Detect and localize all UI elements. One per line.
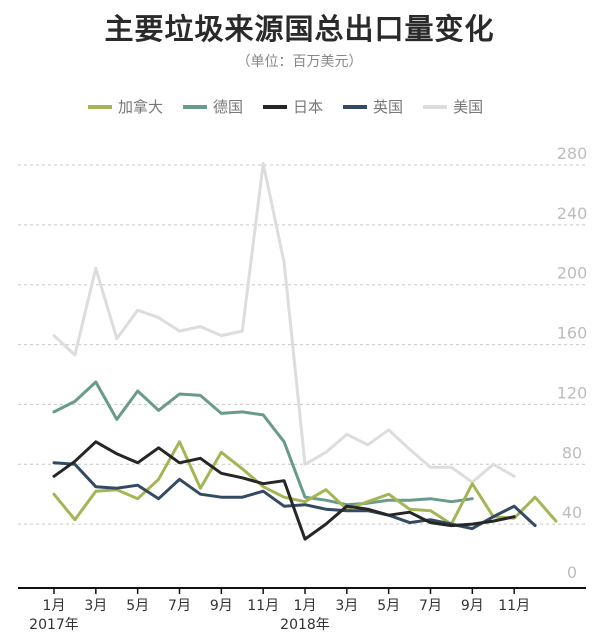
legend-label-canada: 加拿大 xyxy=(118,98,164,116)
legend-swatch-uk xyxy=(343,104,368,109)
y-tick-label: 240 xyxy=(557,204,588,223)
legend-label-uk: 英国 xyxy=(373,98,404,116)
x-tick-label: 9月 xyxy=(210,598,233,614)
x-tick-label: 11月 xyxy=(498,598,530,614)
series-line-japan xyxy=(52,440,516,541)
legend-label-usa: 美国 xyxy=(453,98,484,116)
legend-item-canada: 加拿大 xyxy=(88,96,163,117)
legend-swatch-canada xyxy=(88,104,112,109)
y-tick-label: 0 xyxy=(567,563,577,582)
chart-subtitle: （单位：百万美元） xyxy=(236,54,363,70)
y-tick-label: 80 xyxy=(562,443,582,462)
y-tick-label: 160 xyxy=(557,324,588,343)
year-label: 2018年 xyxy=(280,617,330,633)
legend-swatch-japan xyxy=(263,104,288,109)
legend-item-uk: 英国 xyxy=(343,96,403,117)
x-tick-label: 7月 xyxy=(419,598,442,614)
legend-swatch-usa xyxy=(423,104,448,109)
x-tick-label: 11月 xyxy=(247,598,279,614)
x-tick-label: 9月 xyxy=(461,598,484,614)
chart-title: 主要垃圾来源国总出口量变化 xyxy=(104,12,495,46)
legend-item-usa: 美国 xyxy=(423,96,483,117)
legend-item-germany: 德国 xyxy=(183,96,243,117)
x-tick-label: 1月 xyxy=(43,598,66,614)
y-tick-label: 40 xyxy=(562,503,582,522)
x-tick-label: 5月 xyxy=(126,598,149,614)
legend: 加拿大 德国 日本 英国 美国 xyxy=(88,96,503,117)
y-tick-label: 120 xyxy=(557,383,588,402)
legend-item-japan: 日本 xyxy=(263,96,323,117)
series-line-usa xyxy=(52,162,516,484)
year-label: 2017年 xyxy=(29,617,79,633)
x-tick-label: 3月 xyxy=(335,598,358,614)
x-tick-label: 7月 xyxy=(168,598,191,614)
x-tick-label: 3月 xyxy=(84,598,107,614)
series-line-germany xyxy=(52,380,474,507)
series-line-canada xyxy=(52,440,558,526)
x-tick-label: 5月 xyxy=(377,598,400,614)
y-tick-label: 280 xyxy=(557,144,588,163)
x-tick-label: 1月 xyxy=(294,598,317,614)
legend-swatch-germany xyxy=(183,104,208,109)
y-tick-label: 200 xyxy=(557,264,588,283)
legend-label-germany: 德国 xyxy=(213,98,244,116)
legend-label-japan: 日本 xyxy=(293,98,324,116)
